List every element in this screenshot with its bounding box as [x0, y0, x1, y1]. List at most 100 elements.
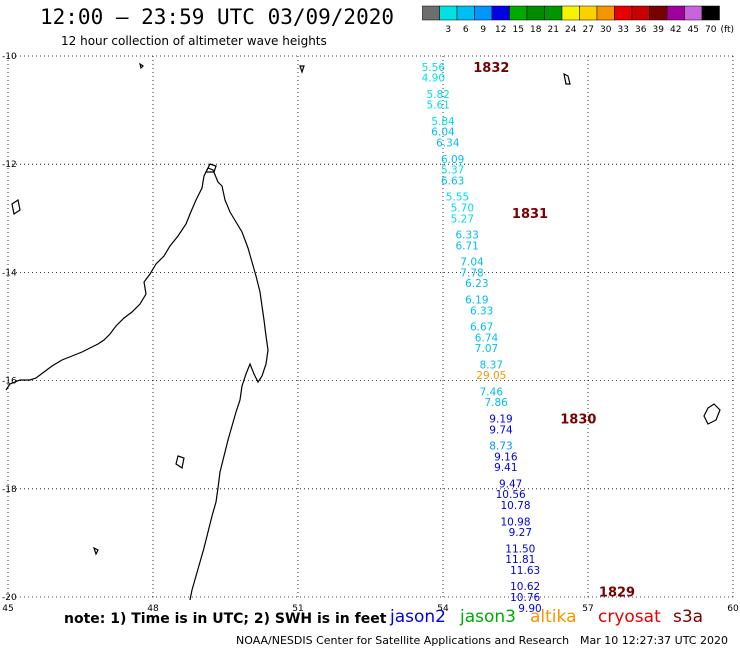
- wave-height-label: 5.37: [441, 165, 464, 177]
- colorbar-label: 33: [618, 25, 629, 35]
- wave-height-label: 11.81: [505, 554, 535, 566]
- grid-layer: [7, 55, 734, 598]
- wave-height-label: 6.71: [455, 240, 478, 252]
- wave-height-label: 10.98: [500, 516, 530, 528]
- lat-tick-label: -10: [2, 52, 17, 62]
- wave-height-label: 9.19: [489, 413, 512, 425]
- colorbar-label: 12: [495, 25, 506, 35]
- wave-height-label: 10.56: [496, 489, 526, 501]
- wave-height-label: 6.34: [436, 138, 460, 150]
- colorbar-label: 39: [653, 25, 665, 35]
- wave-height-label: 10.78: [500, 500, 530, 512]
- wave-height-label: 7.07: [475, 343, 498, 355]
- wave-height-label: 4.90: [422, 73, 445, 85]
- island-small-2: [139, 62, 144, 70]
- wave-height-label: 9.27: [509, 527, 532, 539]
- wave-height-label: 5.55: [446, 192, 469, 204]
- mission-jason3: jason3: [460, 607, 516, 627]
- colorbar-label: 9: [480, 25, 486, 35]
- wave-height-label: 6.63: [441, 175, 464, 187]
- island-small-1: [92, 546, 99, 556]
- colorbar-unit: (ft): [721, 25, 735, 35]
- wave-height-label: 6.74: [475, 332, 499, 344]
- track-time-label: 1831: [512, 207, 548, 222]
- wave-height-label: 6.33: [455, 230, 478, 242]
- colorbar-label: 45: [688, 25, 699, 35]
- wave-height-label: 29.05: [476, 370, 506, 382]
- wave-height-label: 5.84: [431, 116, 455, 128]
- lon-tick-label: 48: [147, 604, 159, 614]
- island-agalega: [563, 72, 571, 85]
- lon-tick-label: 51: [292, 604, 303, 614]
- lon-tick-label: 45: [2, 604, 13, 614]
- colorbar: 3 6 9 12 15 18 21 24 27 30 33 36 39 42 45 70 (ft): [422, 5, 735, 35]
- colorbar-label: 6: [463, 25, 469, 35]
- mission-jason2: jason2: [390, 607, 446, 627]
- track-time-label: 1832: [473, 61, 509, 76]
- wave-height-label: 5.70: [451, 202, 474, 214]
- lat-tick-label: -16: [2, 377, 17, 387]
- wave-height-label: 9.47: [499, 478, 522, 490]
- colorbar-label: 24: [565, 25, 577, 35]
- wave-height-label: 11.63: [510, 565, 540, 577]
- wave-height-label: 5.82: [426, 89, 449, 101]
- wave-height-label: 7.04: [460, 257, 484, 269]
- wave-label-layer: 5.564.90 5.825.61 5.846.046.34 6.095.376.63…: [422, 62, 542, 615]
- lat-tick-label: -18: [2, 485, 17, 495]
- coastline-north-tip: [205, 163, 217, 173]
- colorbar-label: 15: [513, 25, 524, 35]
- colorbar-label: 42: [670, 25, 681, 35]
- colorbar-label: 30: [600, 25, 612, 35]
- wave-height-label: 10.62: [510, 581, 540, 593]
- axis-label-layer: 45 48 51 54 57 60 -10 -12 -14 -16 -18 -20: [2, 52, 739, 614]
- wave-height-label: 9.90: [518, 603, 541, 615]
- footer-timestamp: Mar 10 12:27:37 UTC 2020: [580, 634, 728, 647]
- track-time-label: 1829: [599, 586, 635, 601]
- footer-credit: NOAA/NESDIS Center for Satellite Applica…: [236, 634, 570, 647]
- wave-height-label: 6.33: [470, 305, 493, 317]
- wave-height-label: 5.56: [422, 62, 446, 74]
- wave-height-label: 5.61: [426, 100, 449, 112]
- map-title: 12:00 – 23:59 UTC 03/09/2020: [40, 5, 395, 29]
- wave-height-label: 6.23: [465, 278, 488, 290]
- coastline-madagascar-west: [5, 167, 209, 391]
- lon-tick-label: 57: [582, 604, 593, 614]
- wave-height-label: 6.04: [431, 127, 455, 139]
- lat-tick-label: -14: [2, 268, 17, 278]
- lon-tick-label: 54: [437, 604, 449, 614]
- wave-height-label: 7.86: [484, 397, 508, 409]
- wave-height-label: 9.41: [494, 462, 517, 474]
- wave-height-label: 8.73: [489, 441, 512, 453]
- island-comoros-b: [175, 455, 185, 469]
- coastline-layer: [5, 62, 721, 601]
- wave-height-label: 6.09: [441, 154, 464, 166]
- lat-tick-label: -12: [2, 160, 17, 170]
- wave-height-label: 8.37: [480, 359, 503, 371]
- mission-cryosat: cryosat: [598, 607, 661, 627]
- wave-height-label: 9.16: [494, 451, 518, 463]
- colorbar-label: 70: [705, 25, 717, 35]
- wave-height-label: 6.19: [465, 294, 488, 306]
- lon-tick-label: 60: [727, 604, 739, 614]
- island-tromelin: [299, 65, 305, 74]
- island-comoros-a: [11, 199, 21, 215]
- map-subtitle: 12 hour collection of altimeter wave hei…: [61, 34, 327, 48]
- colorbar-swatch: [701, 5, 720, 21]
- wave-height-label: 7.46: [480, 386, 504, 398]
- wave-height-label: 10.76: [510, 592, 540, 604]
- colorbar-label: 21: [548, 25, 559, 35]
- wave-height-label: 7.78: [460, 267, 483, 279]
- colorbar-label: 3: [445, 25, 451, 35]
- mission-s3a: s3a: [673, 607, 704, 627]
- colorbar-label: 18: [530, 25, 542, 35]
- track-time-label: 1830: [560, 412, 596, 427]
- wave-height-label: 9.74: [489, 424, 513, 436]
- coastline-madagascar: [189, 167, 269, 601]
- colorbar-label: 27: [583, 25, 594, 35]
- wave-height-label: 11.50: [505, 543, 535, 555]
- lat-tick-label: -20: [2, 593, 17, 603]
- colorbar-label: 36: [635, 25, 647, 35]
- note-text: note: 1) Time is in UTC; 2) SWH is in fe…: [64, 611, 387, 627]
- wave-height-label: 6.67: [470, 322, 493, 334]
